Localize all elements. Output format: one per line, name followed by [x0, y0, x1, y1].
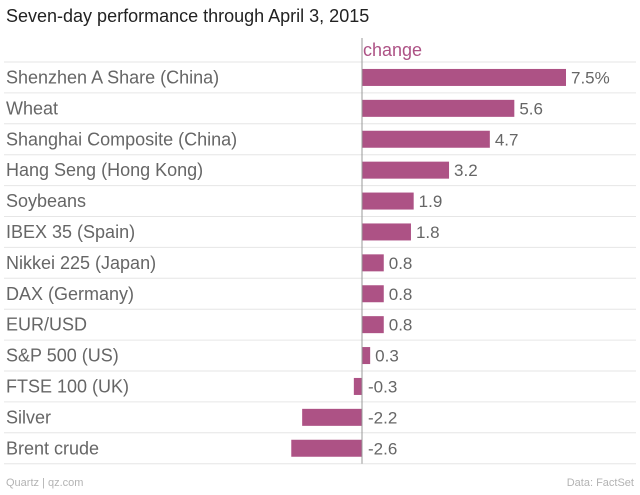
- category-label: Silver: [6, 407, 51, 427]
- chart-title: Seven-day performance through April 3, 2…: [6, 6, 370, 26]
- bar: [353, 377, 362, 395]
- value-label: 0.8: [389, 316, 413, 335]
- category-label: S&P 500 (US): [6, 346, 119, 366]
- bars: [291, 68, 566, 457]
- value-label: 4.7: [495, 130, 519, 149]
- category-label: Soybeans: [6, 191, 86, 211]
- category-label: Shanghai Composite (China): [6, 129, 237, 149]
- bar: [362, 285, 384, 303]
- bar: [362, 223, 411, 241]
- bar: [362, 68, 566, 86]
- bar: [362, 316, 384, 334]
- value-label: 1.9: [419, 192, 443, 211]
- category-label: EUR/USD: [6, 315, 87, 335]
- bar: [362, 161, 450, 179]
- value-label: -2.2: [368, 408, 397, 427]
- bar: [362, 130, 490, 148]
- value-label: 3.2: [454, 161, 478, 180]
- gridlines: [4, 61, 636, 465]
- bar: [302, 408, 362, 426]
- value-labels: 7.5%5.64.73.21.91.80.80.80.80.3-0.3-2.2-…: [368, 68, 610, 458]
- series-label: change: [363, 40, 422, 60]
- data-source: Data: FactSet: [566, 477, 634, 489]
- value-label: 0.8: [389, 285, 413, 304]
- value-label: 5.6: [519, 99, 543, 118]
- value-label: 1.8: [416, 223, 440, 242]
- category-label: Hang Seng (Hong Kong): [6, 160, 203, 180]
- value-label: -0.3: [368, 377, 397, 396]
- category-label: Brent crude: [6, 438, 99, 458]
- category-labels: Shenzhen A Share (China) Wheat Shanghai Co…: [6, 67, 237, 458]
- category-label: DAX (Germany): [6, 284, 134, 304]
- bar: [362, 99, 515, 117]
- bar: [291, 439, 362, 457]
- category-label: FTSE 100 (UK): [6, 376, 129, 396]
- category-label: Nikkei 225 (Japan): [6, 253, 156, 273]
- source-credit: Quartz | qz.com: [6, 477, 84, 489]
- value-label: 0.8: [389, 254, 413, 273]
- bar: [362, 254, 384, 272]
- bar: [362, 192, 414, 210]
- value-label: -2.6: [368, 439, 397, 458]
- category-label: IBEX 35 (Spain): [6, 222, 135, 242]
- category-label: Shenzhen A Share (China): [6, 67, 219, 87]
- value-label: 0.3: [375, 347, 399, 366]
- value-label: 7.5%: [571, 68, 610, 87]
- category-label: Wheat: [6, 98, 58, 118]
- bar: [362, 347, 371, 365]
